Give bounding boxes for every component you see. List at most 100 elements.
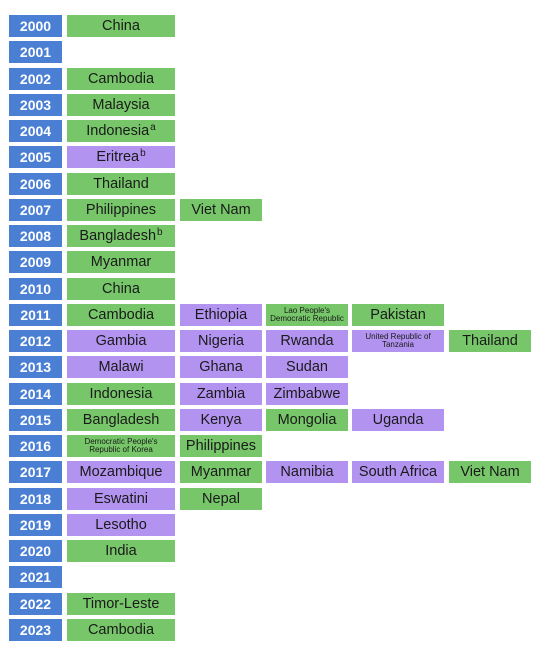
country-cell: Kenya [180, 409, 262, 431]
country-cell: China [67, 278, 175, 300]
country-name: Thailand [462, 332, 518, 349]
country-name: Cambodia [87, 70, 155, 87]
country-name: South Africa [358, 463, 438, 480]
country-name: Ghana [199, 358, 243, 375]
country-name: Mongolia [277, 411, 337, 428]
country-cell: Viet Nam [180, 199, 262, 221]
country-cell: Cambodia [67, 68, 175, 90]
country-cell: Lao People's Democratic Republic [266, 304, 348, 326]
country-cell: Malawi [67, 356, 175, 378]
country-cell: Zimbabwe [266, 383, 348, 405]
country-cell: Zambia [180, 383, 262, 405]
year-label: 2005 [9, 146, 62, 168]
year-label: 2008 [9, 225, 62, 247]
year-label: 2014 [9, 383, 62, 405]
country-name: Nepal [202, 490, 240, 507]
country-name: Zimbabwe [273, 385, 341, 402]
country-cell: Mongolia [266, 409, 348, 431]
country-cell: Democratic People's Republic of Korea [67, 435, 175, 457]
footnote-marker: a [150, 122, 156, 133]
country-cell: Thailand [449, 330, 531, 352]
country-name: Rwanda [280, 332, 334, 349]
country-cell: Pakistan [352, 304, 444, 326]
country-cell: Eritrea b [67, 146, 175, 168]
country-name: Bangladesh [79, 227, 157, 244]
country-cell: Mozambique [67, 461, 175, 483]
country-cell: Viet Nam [449, 461, 531, 483]
year-label: 2018 [9, 488, 62, 510]
year-label: 2019 [9, 514, 62, 536]
country-name: Ethiopia [194, 306, 248, 323]
country-cell: Lesotho [67, 514, 175, 536]
country-name: Cambodia [87, 621, 155, 638]
year-label: 2011 [9, 304, 62, 326]
country-name: Eswatini [94, 490, 148, 507]
country-cell: Bangladesh [67, 409, 175, 431]
country-cell: Indonesia [67, 383, 175, 405]
country-name: Philippines [85, 201, 157, 218]
country-name: United Republic of Tanzania [365, 331, 431, 349]
country-name: Uganda [372, 411, 424, 428]
country-name: Lesotho [95, 516, 147, 533]
country-cell: Namibia [266, 461, 348, 483]
country-cell: Myanmar [67, 251, 175, 273]
country-name: Viet Nam [460, 463, 520, 480]
country-name: Thailand [93, 175, 149, 192]
country-cell: Thailand [67, 173, 175, 195]
year-label: 2022 [9, 593, 62, 615]
country-cell: Gambia [67, 330, 175, 352]
country-name: Philippines [185, 437, 257, 454]
year-label: 2010 [9, 278, 62, 300]
country-name: Indonesia [89, 385, 153, 402]
country-cell: Malaysia [67, 94, 175, 116]
year-label: 2006 [9, 173, 62, 195]
year-label: 2017 [9, 461, 62, 483]
year-label: 2003 [9, 94, 62, 116]
country-name: India [105, 542, 137, 559]
country-cell: South Africa [352, 461, 444, 483]
country-cell: Timor-Leste [67, 593, 175, 615]
country-name: Viet Nam [191, 201, 251, 218]
year-label: 2000 [9, 15, 62, 37]
country-cell: Nepal [180, 488, 262, 510]
year-label: 2020 [9, 540, 62, 562]
year-label: 2013 [9, 356, 62, 378]
year-label: 2004 [9, 120, 62, 142]
footnote-marker: b [140, 148, 146, 159]
country-cell: Ethiopia [180, 304, 262, 326]
year-label: 2015 [9, 409, 62, 431]
country-cell: Bangladesh b [67, 225, 175, 247]
country-name: Democratic People's Republic of Korea [84, 436, 158, 454]
country-name: Myanmar [190, 463, 252, 480]
country-name: Lao People's Democratic Republic [270, 305, 344, 323]
country-name: Nigeria [198, 332, 244, 349]
country-cell: Ghana [180, 356, 262, 378]
country-name: Gambia [95, 332, 147, 349]
country-name: Zambia [196, 385, 246, 402]
country-cell: Myanmar [180, 461, 262, 483]
country-name: Myanmar [90, 253, 152, 270]
country-name: Eritrea [96, 148, 140, 165]
country-name: Pakistan [370, 306, 426, 323]
country-cell: Philippines [67, 199, 175, 221]
country-cell: Eswatini [67, 488, 175, 510]
country-name: Bangladesh [82, 411, 160, 428]
year-label: 2007 [9, 199, 62, 221]
country-cell: Uganda [352, 409, 444, 431]
country-cell: Philippines [180, 435, 262, 457]
country-name: China [102, 17, 140, 34]
country-cell: Sudan [266, 356, 348, 378]
year-label: 2016 [9, 435, 62, 457]
country-cell: India [67, 540, 175, 562]
country-name: Timor-Leste [82, 595, 160, 612]
country-name: Mozambique [79, 463, 163, 480]
country-name: Cambodia [87, 306, 155, 323]
country-name: Kenya [200, 411, 242, 428]
year-label: 2023 [9, 619, 62, 641]
year-label: 2021 [9, 566, 62, 588]
country-cell: China [67, 15, 175, 37]
year-label: 2012 [9, 330, 62, 352]
country-cell: United Republic of Tanzania [352, 330, 444, 352]
country-cell: Cambodia [67, 619, 175, 641]
